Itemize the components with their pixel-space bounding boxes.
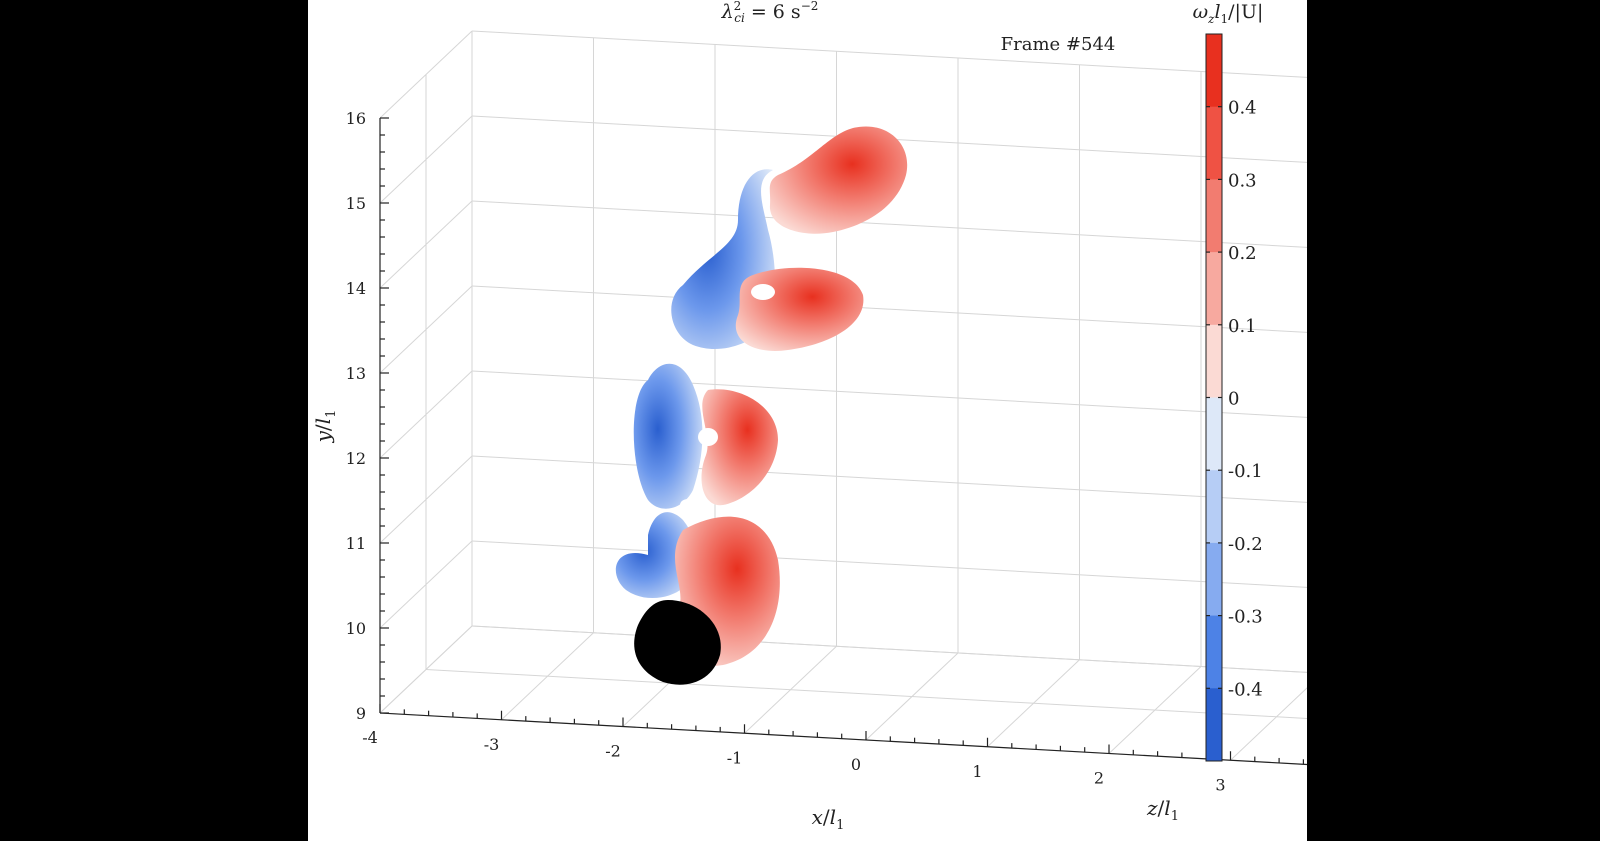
grid-line-back-y [471,370,1307,418]
colorbar-tick-label: 0.2 [1228,243,1257,264]
grid-line-back-y [471,30,1307,78]
colorbar-tick-label: 0 [1228,389,1239,410]
tick-labels: -4-3-2-101234910111213141516-202 [346,109,1226,794]
x-tick-label: -4 [362,728,378,747]
axes [379,117,1307,766]
colorbar-segment [1206,324,1222,398]
vortex-lobe-red-4 [769,126,908,234]
grid-line-back-y [471,115,1307,163]
vortex-lobe-red-3 [735,267,864,351]
vortex-hole [680,499,696,511]
colorbar-segment [1206,542,1222,617]
colorbar-tick-label: -0.1 [1228,461,1263,482]
colorbar-segment [1206,688,1222,762]
y-tick-label: 15 [346,194,366,213]
x-tick-label: 1 [972,762,982,781]
grid-line-back-y [471,540,1307,588]
y-tick-label: 9 [356,704,366,723]
vortex-lobe-blue-1 [615,512,697,599]
y-axis-label: y/l1 [311,410,339,444]
sphere-body [634,600,721,685]
x-tick-label: -2 [605,742,621,761]
colorbar-tick-label: -0.3 [1228,607,1263,628]
colorbar-segment [1206,106,1222,180]
x-axis-label: x/l1 [812,805,845,833]
colorbar [1205,33,1223,762]
vortex-lobe-blue-2 [633,363,703,509]
y-tick-label: 10 [346,619,366,638]
x-tick-label: -1 [727,748,743,767]
colorbar-ticks: 0.4 0.3 0.2 0.1 0 -0.1 -0.2 -0.3 -0.4 [1206,98,1263,700]
x-tick-label: 3 [1215,775,1225,794]
grid-line-back-y [471,200,1307,248]
y-tick-label: 16 [346,109,366,128]
colorbar-tick-label: -0.2 [1228,534,1263,555]
vortex-hole [751,284,775,300]
y-tick-label: 11 [346,534,366,553]
x-tick-label: 0 [851,755,861,774]
colorbar-segment [1206,34,1222,108]
colorbar-tick-label: 0.1 [1228,316,1257,337]
colorbar-segment [1206,615,1222,689]
grid-line-back-y [471,455,1307,503]
x-axis-line [379,712,1307,766]
colorbar-tick-label: 0.4 [1228,98,1257,119]
y-tick-label: 14 [346,279,366,298]
y-tick-label: 13 [346,364,366,383]
grid-lines [379,30,1307,766]
vortex-isosurface [615,126,908,685]
colorbar-tick-label: -0.4 [1228,679,1263,700]
x-tick-label: 2 [1094,769,1104,788]
z-axis-label: z/l1 [1146,796,1179,824]
colorbar-label: ωzl1/|U| [1193,1,1264,26]
vortex-hole [698,428,718,446]
x-tick-label: -3 [484,735,500,754]
colorbar-segment [1206,397,1222,471]
colorbar-segment [1206,179,1222,253]
grid-line-floor-z [471,625,1307,673]
colorbar-segment [1206,252,1222,326]
grid-line-back-y [471,285,1307,333]
grid-line-back-y [471,625,1307,673]
grid-line-floor-z [425,669,1307,719]
chart-title: λ2 ci = 6 s−2 [721,0,819,25]
y-tick-label: 12 [346,449,366,468]
colorbar-segment [1206,470,1222,544]
vortex-lobe-red-2 [701,389,778,506]
colorbar-tick-label: 0.3 [1228,170,1257,191]
frame-annotation: Frame #544 [1001,34,1116,55]
